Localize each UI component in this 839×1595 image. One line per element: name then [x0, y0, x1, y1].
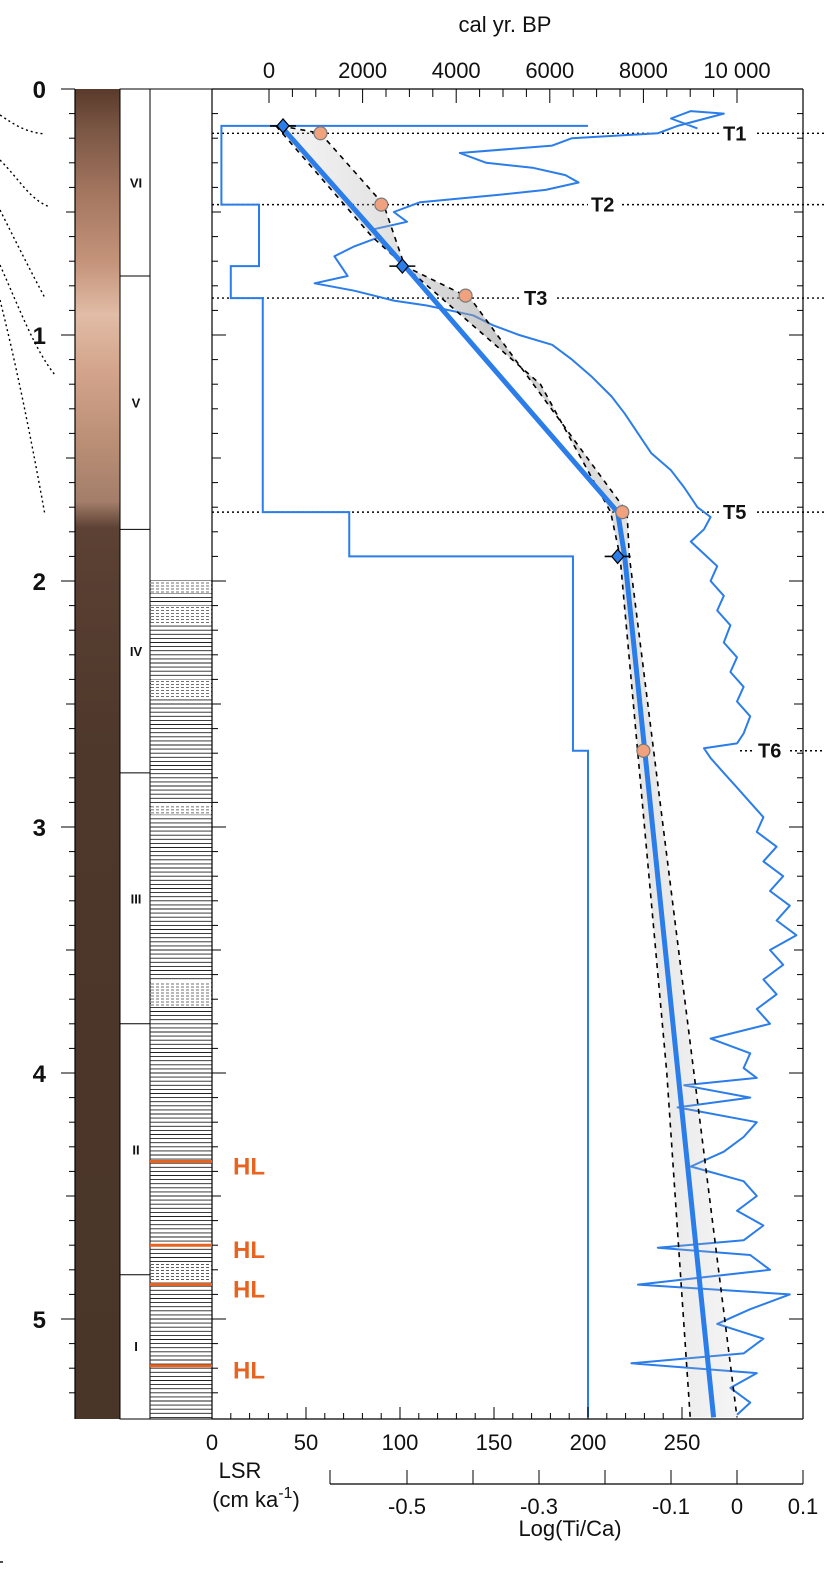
transition-label: T6 — [758, 741, 781, 763]
ti-ca-axis: Log(Ti/Ca) -0.5 -0.3 -0.1 0 0.1 — [329, 1470, 819, 1541]
lsr-units-sup: -1 — [278, 1485, 292, 1502]
ti-tick-label: -0.3 — [520, 1494, 558, 1519]
transition-label-bg — [588, 191, 622, 216]
lsr-axis: LSR (cm ka-1) 0 50 100 150 200 250 — [206, 1407, 700, 1512]
unit-label: VI — [130, 175, 142, 190]
hl-label: HL — [233, 1154, 265, 1181]
dated-sample-point — [458, 288, 473, 303]
plot-frame — [211, 88, 804, 1420]
transition-label: T2 — [591, 195, 614, 217]
transition-label: T3 — [524, 288, 547, 310]
dated-sample-point — [615, 505, 630, 520]
lamination-column — [149, 88, 213, 1420]
lsr-tick-label: 250 — [664, 1430, 701, 1455]
ti-ca-line — [313, 110, 798, 1416]
transition-label-bg — [720, 499, 754, 524]
dated-sample-point — [636, 743, 651, 758]
transition-lines — [212, 132, 825, 752]
age-tick-label: 4000 — [432, 58, 481, 83]
age-tick-label: 0 — [263, 58, 275, 83]
age-model-upper-bound — [275, 125, 691, 1418]
transition-label-bg — [521, 285, 555, 310]
lsr-tick-label: 50 — [294, 1430, 318, 1455]
depth-tick-label: 0 — [33, 77, 46, 104]
core-photo-strip — [75, 89, 120, 1419]
lsr-units-close: ) — [292, 1487, 299, 1512]
transition-labels: T1 T2 T3 T5 T6 — [521, 120, 789, 763]
lsr-units-main: (cm ka — [212, 1487, 279, 1512]
lamination-column-frame — [149, 88, 213, 1420]
unit-label: II — [132, 1142, 139, 1157]
dashed-band-bg — [151, 981, 211, 1007]
transition-label: T5 — [723, 502, 746, 524]
unit-label: V — [132, 396, 141, 411]
lsr-axis-title: LSR — [219, 1458, 262, 1483]
age-tick-label: 2000 — [338, 58, 387, 83]
age-model-envelope — [276, 125, 737, 1418]
hl-label: HL — [233, 1277, 265, 1304]
lsr-step-line — [220, 124, 589, 1418]
lsr-axis-units: (cm ka-1) — [212, 1485, 300, 1512]
hl-label: HL — [233, 1237, 265, 1264]
ti-ca-series — [313, 110, 798, 1416]
top-age-axis: cal yr. BP 0 2000 4000 6000 8000 10 000 — [263, 12, 771, 103]
ti-tick-label: -0.1 — [652, 1494, 690, 1519]
anchor-point — [610, 548, 625, 565]
unit-label: I — [134, 1339, 138, 1354]
depth-tick-label: 2 — [33, 569, 46, 596]
transition-label-bg — [755, 737, 789, 762]
depth-tick-label: 4 — [33, 1061, 47, 1088]
top-axis-title: cal yr. BP — [459, 12, 552, 37]
age-model-lower-bound — [280, 125, 738, 1418]
hl-label: HL — [233, 1358, 265, 1385]
correlation-line — [0, 264, 56, 376]
transition-label-bg — [720, 120, 754, 145]
correlation-line — [0, 209, 46, 299]
depth-tick-label: 5 — [33, 1307, 46, 1334]
correlation-line — [0, 159, 51, 208]
unit-label: III — [131, 891, 142, 906]
lsr-tick-label: 100 — [382, 1430, 419, 1455]
ti-tick-label: 0 — [731, 1494, 743, 1519]
ti-tick-label: -0.5 — [388, 1494, 426, 1519]
depth-tick-label: 3 — [33, 815, 46, 842]
age-model-median — [278, 124, 717, 1418]
depth-tick-label: 1 — [33, 323, 46, 350]
lsr-tick-label: 150 — [476, 1430, 513, 1455]
lsr-tick-label: 200 — [570, 1430, 607, 1455]
dated-sample-point — [374, 197, 389, 212]
correlation-line — [0, 114, 46, 135]
age-tick-label: 8000 — [619, 58, 668, 83]
lsr-tick-label: 0 — [206, 1430, 218, 1455]
lsr-series — [220, 124, 589, 1418]
transition-label: T1 — [723, 123, 746, 145]
dated-sample-point — [313, 126, 328, 141]
anchor-point — [276, 117, 290, 134]
unit-label: IV — [130, 644, 143, 659]
age-tick-label: 6000 — [525, 58, 574, 83]
hl-layers: HL HL HL HL — [150, 1154, 265, 1385]
dashed-band-bg — [151, 581, 211, 594]
age-tick-label: 10 000 — [703, 58, 770, 83]
ti-axis-title: Log(Ti/Ca) — [518, 1516, 621, 1541]
correlation-lines — [0, 114, 56, 1563]
units-column-frame — [119, 88, 151, 1420]
age-model — [270, 117, 738, 1418]
ti-tick-label: 0.1 — [788, 1494, 819, 1519]
core-photo — [75, 89, 120, 1419]
anchor-point — [395, 258, 410, 275]
